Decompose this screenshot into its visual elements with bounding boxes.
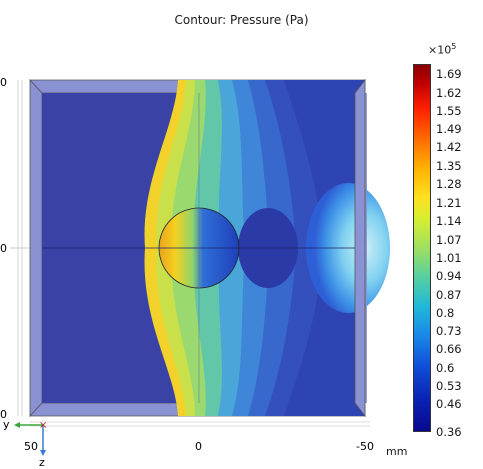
- bottom-tick-right: -50: [356, 440, 374, 453]
- colorbar-legend[interactable]: [413, 64, 431, 432]
- left-tick-middle: 0: [0, 242, 7, 255]
- colorbar-label: 1.21: [436, 196, 462, 210]
- colorbar-label: 0.46: [436, 397, 462, 411]
- colorbar-label: 1.14: [436, 214, 462, 228]
- colorbar-label: 0.36: [436, 425, 462, 439]
- colorbar-label: 1.69: [436, 67, 462, 81]
- colorbar-label: 0.66: [436, 342, 462, 356]
- colorbar-label: 1.07: [436, 233, 462, 247]
- axis-lines: [10, 80, 370, 427]
- colorbar-label: 0.87: [436, 288, 462, 302]
- colorbar-label: 1.62: [436, 86, 462, 100]
- coordinate-triad-icon: × y z: [3, 418, 47, 469]
- colorbar-labels: 1.69 1.62 1.55 1.49 1.42 1.35 1.28 1.21 1.14 1.07…: [436, 64, 482, 438]
- svg-text:×: ×: [39, 420, 47, 431]
- colorbar-label: 1.42: [436, 140, 462, 154]
- contour-plot-area[interactable]: 0 0 0 50 0 -50 × y z: [0, 0, 400, 469]
- colorbar-label: 1.35: [436, 159, 462, 173]
- left-tick-top: 0: [0, 76, 7, 89]
- bottom-tick-center: 0: [195, 440, 202, 453]
- left-tick-bottom: 0: [0, 408, 7, 421]
- bottom-tick-left: 50: [24, 440, 38, 453]
- colorbar-label: 0.6: [436, 361, 455, 375]
- colorbar-label: 1.28: [436, 177, 462, 191]
- colorbar-label: 0.73: [436, 324, 462, 338]
- colorbar-multiplier: ×105: [428, 42, 457, 57]
- colorbar-label: 0.94: [436, 269, 462, 283]
- axis-unit-label: mm: [386, 445, 408, 458]
- colorbar-label: 1.01: [436, 251, 462, 265]
- colorbar-label: 1.55: [436, 104, 462, 118]
- triad-z-label: z: [39, 456, 45, 469]
- colorbar-label: 1.49: [436, 122, 462, 136]
- triad-y-label: y: [3, 418, 10, 431]
- colorbar-label: 0.8: [436, 306, 455, 320]
- plot-title: Contour: Pressure (Pa): [174, 13, 309, 27]
- colorbar-label: 0.53: [436, 379, 462, 393]
